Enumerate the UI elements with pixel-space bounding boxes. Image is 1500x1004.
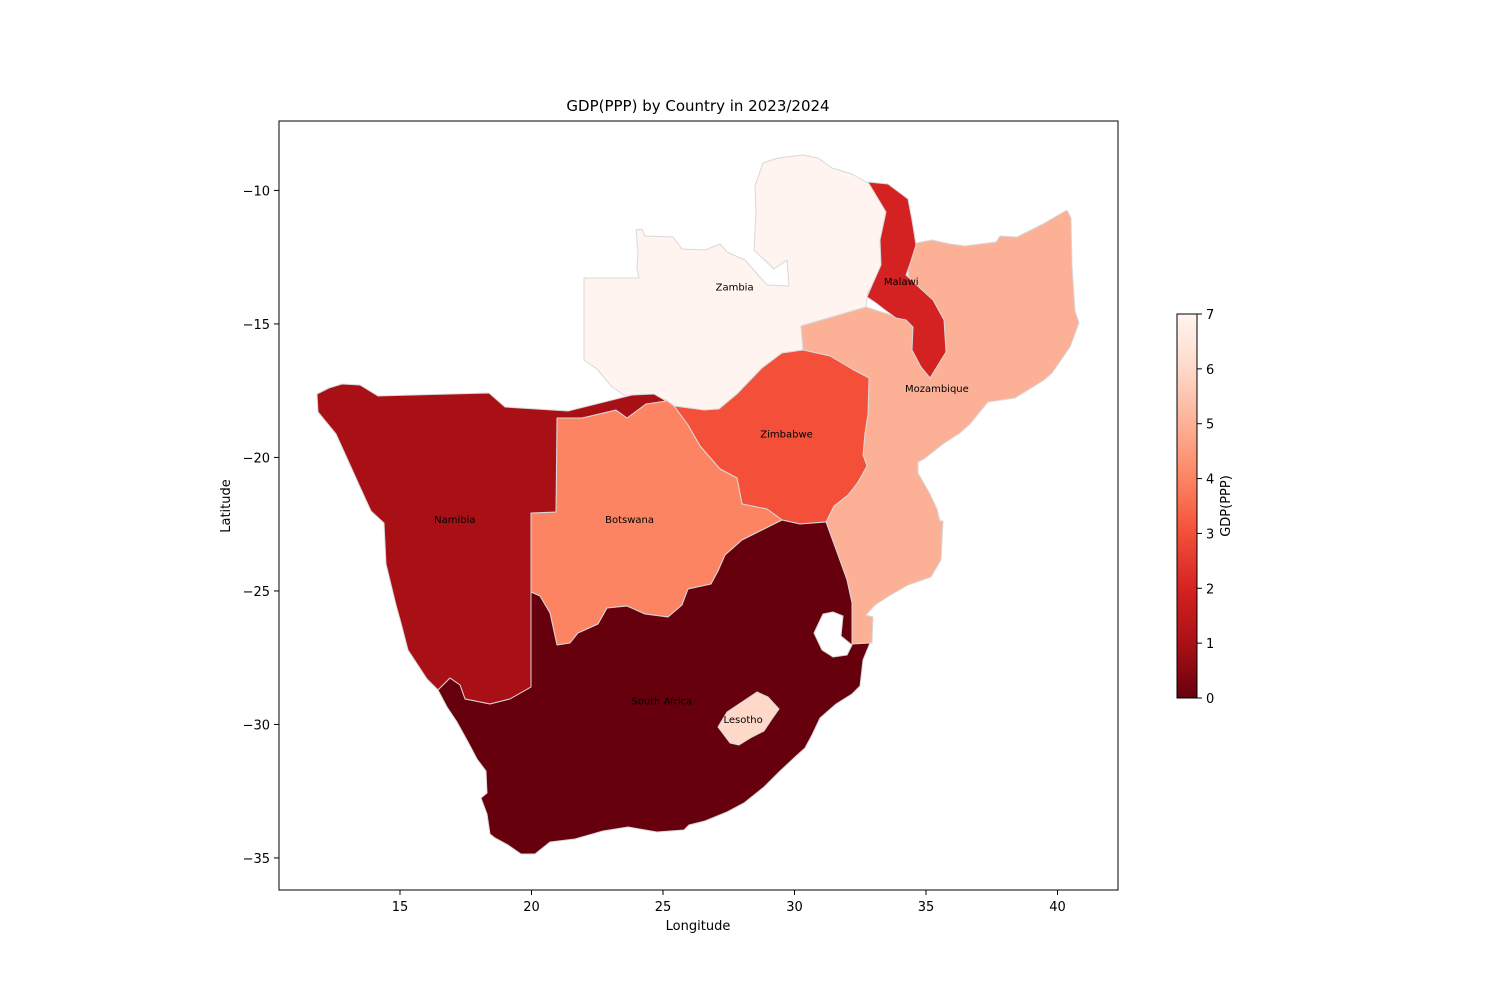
colorbar-tick-label: 1 [1206, 637, 1214, 652]
x-tick-label: 15 [392, 900, 409, 915]
y-axis-ticks: −10 −15 −20 −25 −30 −35 [243, 184, 279, 867]
country-label-zambia: Zambia [716, 283, 754, 294]
country-label-south-africa: South Africa [631, 696, 692, 707]
y-tick-label: −25 [243, 585, 270, 600]
colorbar-gradient [1176, 313, 1198, 699]
country-label-zimbabwe: Zimbabwe [760, 429, 813, 440]
country-labels: Zambia Malawi Mozambique Zimbabwe Botswana Na… [434, 277, 969, 726]
colorbar-tick-label: 5 [1206, 418, 1214, 433]
colorbar-tick-label: 4 [1206, 473, 1214, 488]
country-malawi [866, 181, 947, 379]
x-tick-label: 25 [655, 900, 672, 915]
y-tick-label: −15 [243, 318, 270, 333]
country-label-mozambique: Mozambique [905, 384, 969, 395]
country-label-malawi: Malawi [884, 277, 919, 288]
map-title: GDP(PPP) by Country in 2023/2024 [566, 97, 829, 115]
y-tick-label: −20 [243, 451, 270, 466]
country-label-botswana: Botswana [605, 515, 654, 526]
colorbar-label: GDP(PPP) [1219, 475, 1234, 537]
colorbar-tick-label: 6 [1206, 363, 1214, 378]
x-tick-label: 30 [786, 900, 803, 915]
y-tick-label: −10 [243, 184, 270, 199]
country-label-namibia: Namibia [434, 515, 475, 526]
country-lesotho [717, 691, 780, 746]
x-axis-label: Longitude [666, 919, 731, 934]
colorbar-tick-label: 3 [1206, 527, 1214, 542]
colorbar-tick-label: 0 [1206, 692, 1214, 707]
y-axis-label: Latitude [219, 479, 234, 533]
x-tick-label: 20 [523, 900, 540, 915]
country-south-africa [437, 519, 871, 855]
x-tick-label: 40 [1049, 900, 1066, 915]
colorbar-tick-label: 7 [1206, 308, 1214, 323]
x-tick-label: 35 [918, 900, 935, 915]
y-tick-label: −30 [243, 718, 270, 733]
colorbar-tick-label: 2 [1206, 582, 1214, 597]
country-label-lesotho: Lesotho [723, 715, 762, 726]
colorbar-ticks: 0 1 2 3 4 5 6 7 [1197, 308, 1214, 707]
x-axis-ticks: 15 20 25 30 35 40 [392, 890, 1066, 915]
y-tick-label: −35 [243, 852, 270, 867]
plot-frame [278, 120, 1119, 891]
colorbar: 0 1 2 3 4 5 6 7 GDP(PPP) [1176, 308, 1234, 707]
countries-layer [316, 154, 1080, 855]
